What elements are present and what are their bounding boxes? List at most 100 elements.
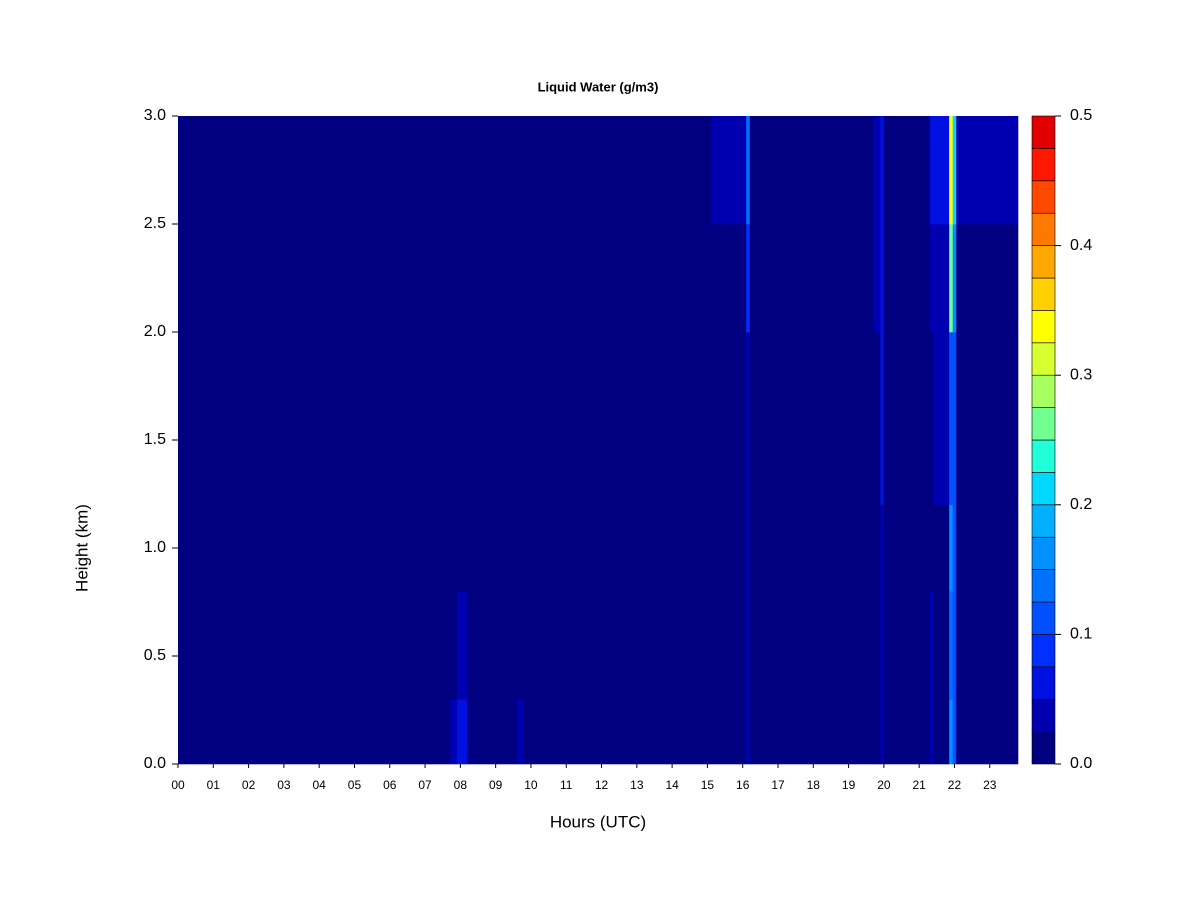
heatmap-cell [749,224,874,333]
heatmap-cell [710,591,747,700]
heatmap-cell [880,591,885,700]
heatmap-cell [883,116,931,225]
y-tick-label: 2.0 [144,323,166,340]
heatmap-cell [956,224,1019,333]
colorbar-swatch [1031,698,1056,732]
heatmap-cell [456,504,468,592]
heatmap-cell [516,504,525,592]
colorbar-tick-label: 0.3 [1070,366,1092,383]
colorbar-swatch [1031,536,1056,570]
colorbar-swatch [1031,439,1056,473]
colorbar-swatch [1031,245,1056,279]
colorbar-swatch [1031,569,1056,603]
heatmap-cell [178,504,451,592]
x-tick-label: 21 [912,778,926,792]
colorbar-swatch [1031,407,1056,441]
heatmap-cell [746,504,751,592]
heatmap-cell [516,116,525,225]
heatmap-cell [949,116,954,225]
heatmap-cell [949,332,954,506]
heatmap-cell [929,116,934,225]
heatmap-cell [523,591,712,700]
heatmap-cell [880,699,885,765]
heatmap-cell [523,699,712,765]
colorbar-swatch [1031,310,1056,344]
heatmap-cell [929,332,934,506]
heatmap-cell [467,591,518,700]
heatmap-cell [883,699,931,765]
heatmap-cell [746,332,751,506]
heatmap-cell [449,224,458,333]
heatmap-cell [467,504,518,592]
x-tick-label: 20 [877,778,891,792]
x-tick-label: 01 [207,778,221,792]
x-tick-label: 11 [560,778,573,792]
heatmap-cell [449,591,458,700]
heatmap-cell [952,116,957,225]
colorbar-swatch [1031,504,1056,538]
colorbar: 0.0 0.1 0.2 0.3 0.4 0.5 [1031,107,1092,772]
heatmap-cell [523,116,712,225]
heatmap-cell [523,504,712,592]
colorbar-swatch [1031,601,1056,635]
heatmap-cell [949,504,954,592]
x-tick-label: 05 [348,778,362,792]
heatmap-cell [880,224,885,333]
heatmap-cell [523,224,712,333]
heatmap-cell [952,224,957,333]
x-tick-label: 19 [842,778,856,792]
colorbar-swatch [1031,634,1056,668]
heatmap-cell [952,332,957,506]
x-axis-label: Hours (UTC) [550,812,646,831]
heatmap-cell [456,116,468,225]
heatmap-cell [749,116,874,225]
x-tick-label: 12 [595,778,609,792]
heatmap-cell [929,504,934,592]
heatmap-cell [749,699,874,765]
colorbar-swatch [1031,115,1056,149]
heatmap-cell [746,224,751,333]
heatmap-cell [178,224,451,333]
heatmap-cell [456,224,468,333]
x-tick-label: 08 [454,778,468,792]
heatmap-cell [710,116,747,225]
x-tick-label: 13 [630,778,644,792]
heatmap-cell [710,332,747,506]
heatmap-cell [880,116,885,225]
chart-title: Liquid Water (g/m3) [538,79,659,94]
heatmap-cell [178,591,451,700]
y-tick-label: 0.0 [144,755,166,772]
heatmap-cell [873,116,881,225]
colorbar-tick-label: 0.5 [1070,107,1092,124]
colorbar-swatch [1031,342,1056,376]
heatmap-cell [949,224,954,333]
x-tick-label: 18 [807,778,821,792]
x-tick-label: 10 [524,778,538,792]
heatmap-cell [449,504,458,592]
x-tick-label: 09 [489,778,503,792]
colorbar-tick-label: 0.1 [1070,626,1092,643]
heatmap-cell [710,699,747,765]
heatmap-cell [516,224,525,333]
y-tick-label: 0.5 [144,647,166,664]
colorbar-swatch [1031,472,1056,506]
colorbar-tick-label: 0.2 [1070,496,1092,513]
heatmap-cell [933,504,950,592]
heatmap-cell [467,699,518,765]
heatmap-cell [710,224,747,333]
heatmap-cell [933,699,950,765]
heatmap-cell [467,116,518,225]
heatmap-cell [456,332,468,506]
heatmap-cell [516,699,525,765]
heatmap-cell [467,224,518,333]
x-tick-label: 06 [383,778,397,792]
heatmap-cell [933,332,950,506]
heatmap-cell [873,591,881,700]
x-tick-label: 22 [948,778,962,792]
heatmap-cell [952,504,957,592]
y-tick-label: 3.0 [144,107,166,124]
heatmap-cell [949,699,954,765]
heatmap-cell [880,504,885,592]
colorbar-swatch [1031,148,1056,182]
